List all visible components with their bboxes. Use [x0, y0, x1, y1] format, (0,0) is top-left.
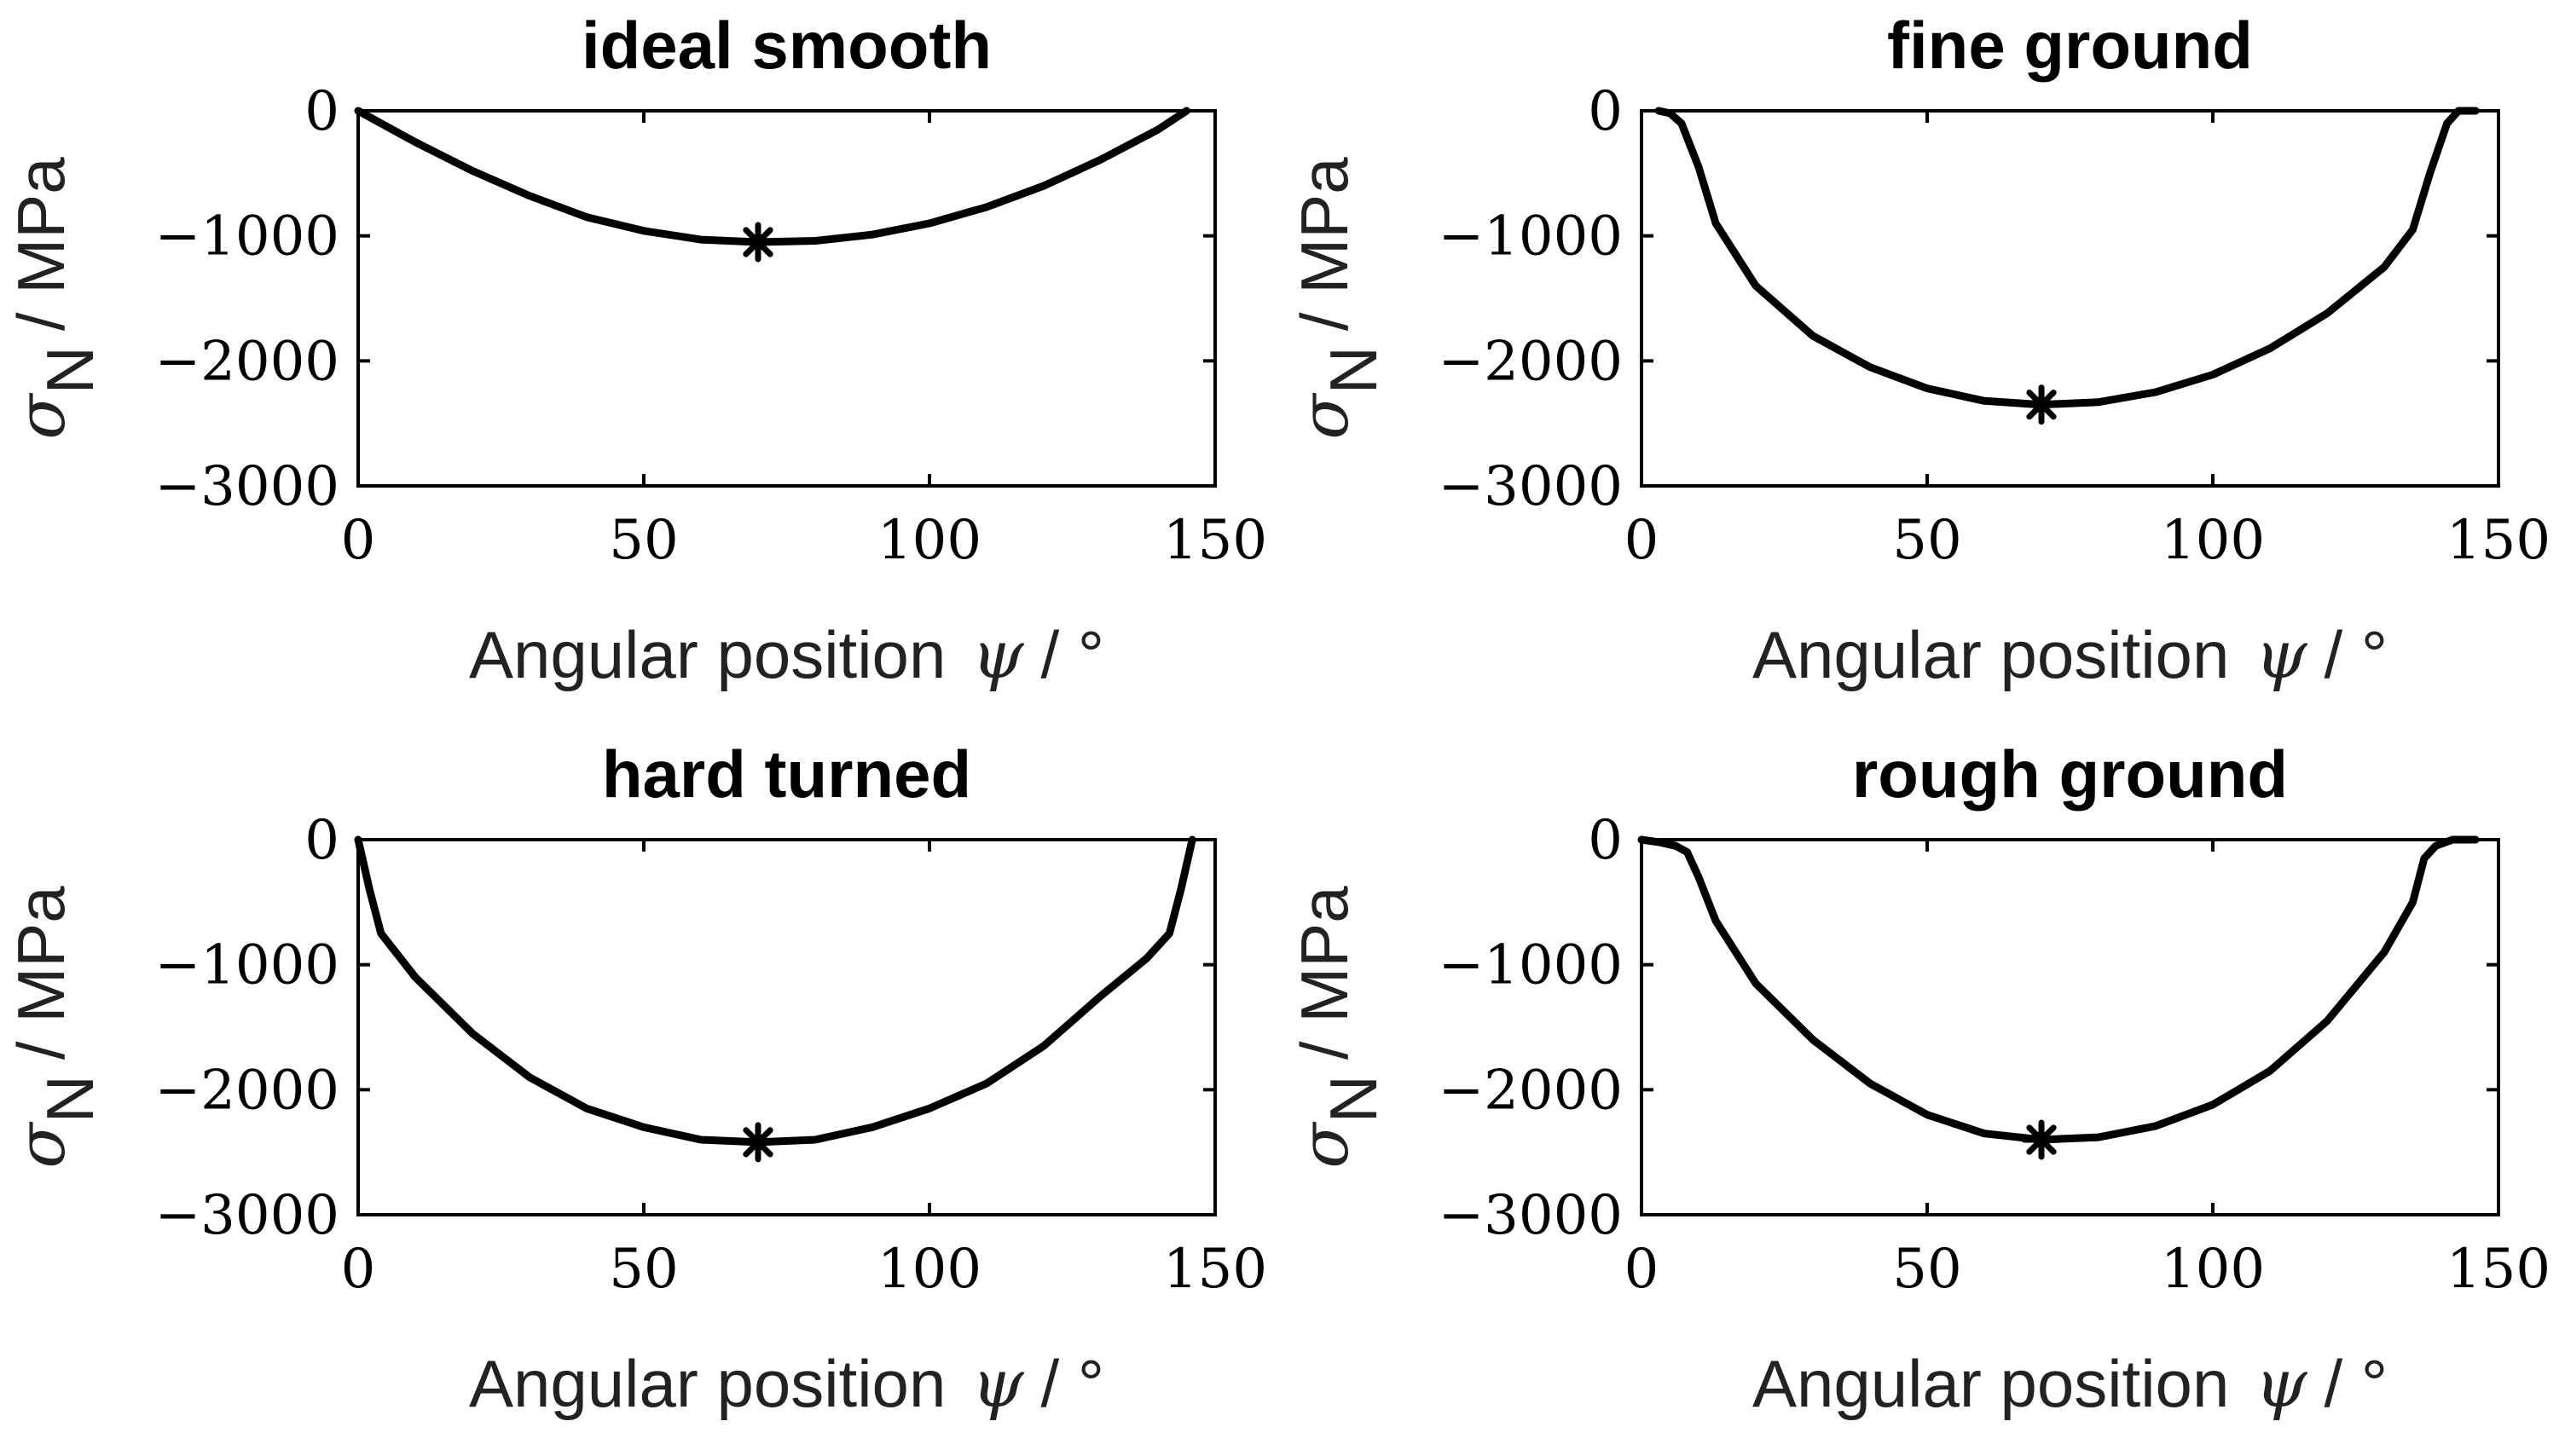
- y-tick-label: −1000: [1439, 934, 1624, 997]
- x-axis-label-symbol: ψ: [2255, 617, 2307, 694]
- y-tick-label: −1000: [155, 205, 340, 269]
- x-axis-label-text: Angular position: [469, 617, 946, 692]
- x-axis-label-unit: / °: [1041, 1346, 1105, 1421]
- x-tick-label: 100: [2161, 509, 2265, 572]
- x-axis-label-unit: / °: [2325, 1346, 2388, 1421]
- plot-frame: [356, 109, 1217, 488]
- y-tick-label: −3000: [155, 1184, 340, 1247]
- y-axis-label: σN / MPa: [3, 886, 107, 1169]
- x-tick-label: 50: [609, 1238, 678, 1301]
- x-axis-label-text: Angular position: [1752, 617, 2229, 692]
- series-line-1: [354, 835, 1196, 1147]
- x-axis-label-symbol: ψ: [971, 617, 1024, 694]
- x-axis-label: Angular position ψ / °: [1752, 617, 2388, 694]
- minimum-marker: [2021, 1119, 2062, 1160]
- y-tick-label: −3000: [155, 455, 340, 518]
- y-tick-label: −3000: [1439, 1184, 1624, 1247]
- series-line-1: [1637, 835, 2480, 1144]
- x-axis-label: Angular position ψ / °: [469, 1346, 1104, 1423]
- y-axis-label-unit: / MPa: [1287, 886, 1362, 1060]
- y-axis-label: σN / MPa: [1287, 157, 1391, 440]
- y-axis-label-unit: / MPa: [1287, 157, 1362, 331]
- y-tick-label: −2000: [155, 330, 340, 393]
- y-axis-label-subscript: N: [1316, 1075, 1391, 1123]
- series-line-1: [1654, 107, 2480, 409]
- plot-frame: [1640, 838, 2500, 1216]
- minimum-marker: [738, 1122, 779, 1163]
- y-axis-label-unit: / MPa: [3, 157, 78, 331]
- chart-panel-2: fine ground 0 50 100 150 0 −1000 −2000 −3000 Angu…: [1287, 8, 2551, 694]
- x-tick-label: 50: [609, 509, 678, 572]
- y-tick-label: −2000: [1439, 1059, 1624, 1122]
- y-tick-label: −2000: [1439, 330, 1624, 393]
- y-tick-label: −3000: [1439, 455, 1624, 518]
- series-line-1: [354, 107, 1190, 246]
- x-tick-label: 50: [1892, 509, 1961, 572]
- y-axis-label-symbol: σ: [1287, 393, 1364, 440]
- x-tick-label: 100: [877, 1238, 981, 1301]
- y-tick-label: −1000: [155, 934, 340, 997]
- x-axis-label-unit: / °: [2325, 617, 2388, 692]
- chart-panel-3: hard turned 0 50 100 150 0 −1000 −2000 −3000 Angu…: [3, 737, 1267, 1423]
- x-tick-label: 0: [341, 509, 376, 572]
- x-tick-label: 150: [2446, 509, 2551, 572]
- x-tick-label: 150: [2446, 1238, 2551, 1301]
- y-tick-label: 0: [1588, 80, 1623, 143]
- chart-panel-1: ideal smooth 0 50 100 150 0 −1000 −2000 −3000 Ang…: [3, 8, 1267, 694]
- y-axis-label: σN / MPa: [1287, 886, 1391, 1169]
- x-axis-label-unit: / °: [1041, 617, 1105, 692]
- y-tick-label: −2000: [155, 1059, 340, 1122]
- x-axis-label-symbol: ψ: [2255, 1346, 2307, 1423]
- y-axis-label-subscript: N: [32, 1075, 107, 1123]
- plot-frame: [356, 838, 1217, 1216]
- y-axis-label-subscript: N: [32, 346, 107, 394]
- x-tick-label: 100: [877, 509, 981, 572]
- y-axis-label: σN / MPa: [3, 157, 107, 440]
- x-axis-label-text: Angular position: [1752, 1346, 2229, 1421]
- y-axis-label-unit: / MPa: [3, 886, 78, 1060]
- chart-panel-4: rough ground 0 50 100 150 0 −1000 −2000 −3000 Ang…: [1287, 737, 2551, 1423]
- y-axis-label-symbol: σ: [3, 1122, 80, 1169]
- x-axis-label-text: Angular position: [469, 1346, 946, 1421]
- x-tick-label: 150: [1163, 509, 1267, 572]
- chart-title: fine ground: [1887, 8, 2253, 83]
- x-tick-label: 0: [1624, 1238, 1659, 1301]
- chart-title: ideal smooth: [582, 8, 992, 83]
- x-tick-label: 50: [1892, 1238, 1961, 1301]
- x-axis-label: Angular position ψ / °: [1752, 1346, 2388, 1423]
- y-tick-label: 0: [1588, 809, 1623, 872]
- x-tick-label: 100: [2161, 1238, 2265, 1301]
- y-axis-label-symbol: σ: [1287, 1122, 1364, 1169]
- chart-title: hard turned: [602, 737, 971, 812]
- y-axis-label-subscript: N: [1316, 346, 1391, 394]
- x-tick-label: 0: [341, 1238, 376, 1301]
- x-tick-label: 150: [1163, 1238, 1267, 1301]
- minimum-marker: [2021, 384, 2062, 425]
- x-axis-label-symbol: ψ: [971, 1346, 1024, 1423]
- minimum-marker: [738, 222, 779, 263]
- x-tick-label: 0: [1624, 509, 1659, 572]
- plot-frame: [1640, 109, 2500, 488]
- chart-title: rough ground: [1852, 737, 2288, 812]
- y-tick-label: 0: [304, 809, 339, 872]
- y-tick-label: 0: [304, 80, 339, 143]
- y-axis-label-symbol: σ: [3, 393, 80, 440]
- y-tick-label: −1000: [1439, 205, 1624, 269]
- x-axis-label: Angular position ψ / °: [469, 617, 1104, 694]
